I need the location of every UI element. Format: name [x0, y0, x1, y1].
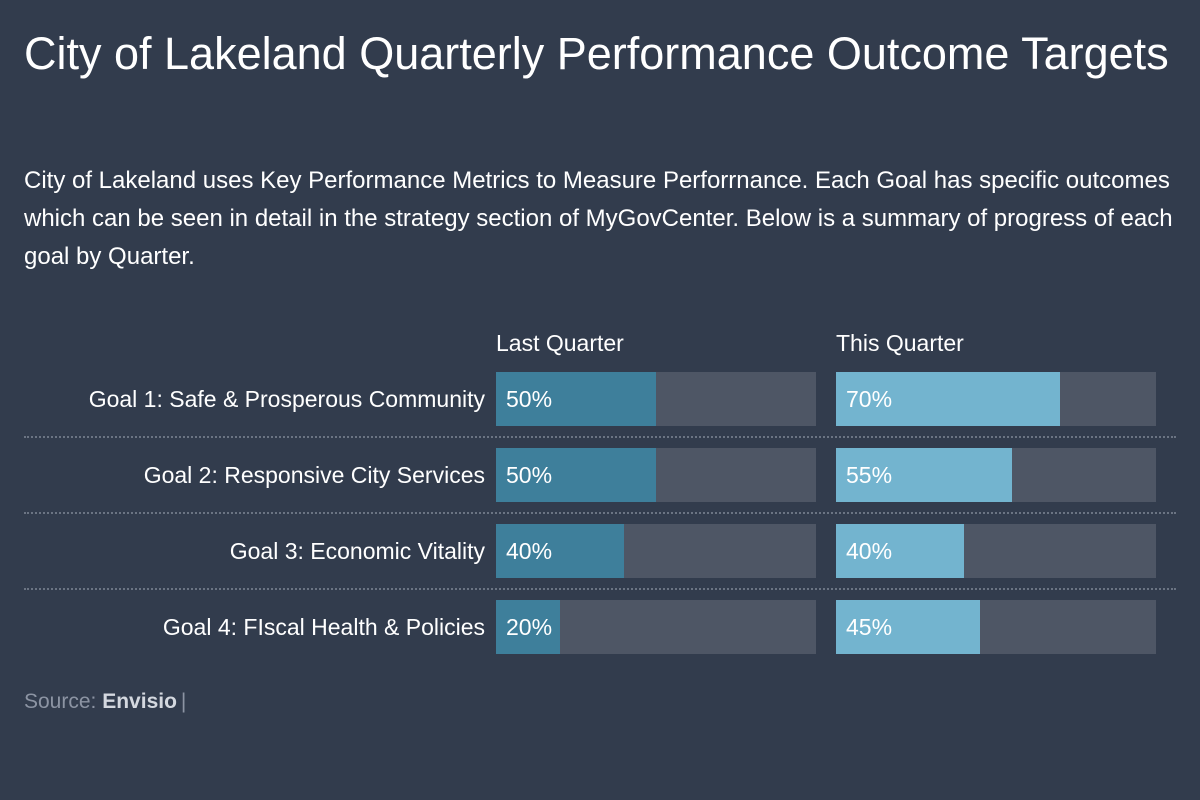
- source-label: Source:: [24, 690, 97, 713]
- source-footer: Source: Envisio |: [24, 688, 186, 716]
- last-quarter-bar[interactable]: [496, 600, 560, 654]
- this-quarter-track: 55%: [836, 448, 1156, 502]
- last-quarter-track: 50%: [496, 372, 816, 426]
- source-link[interactable]: Envisio: [102, 690, 177, 713]
- last-quarter-bar[interactable]: [496, 448, 656, 502]
- bar-value-label: 55%: [846, 462, 893, 488]
- category-label: Goal 4: FIscal Health & Policies: [162, 614, 485, 640]
- bar-value-label: 20%: [506, 614, 553, 640]
- last-quarter-track: 20%: [496, 600, 816, 654]
- bar-value-label: 40%: [846, 538, 893, 564]
- last-quarter-bar[interactable]: [496, 372, 656, 426]
- last-quarter-track: 50%: [496, 448, 816, 502]
- this-quarter-bar[interactable]: [836, 524, 964, 578]
- this-quarter-track: 70%: [836, 372, 1156, 426]
- category-label: Goal 3: Economic Vitality: [229, 538, 485, 564]
- bar-value-label: 40%: [506, 538, 553, 564]
- this-quarter-track: 40%: [836, 524, 1156, 578]
- chart-row: Goal 4: FIscal Health & Policies 20% 45%: [24, 600, 1176, 676]
- page-description: City of Lakeland uses Key Performance Me…: [24, 167, 1173, 270]
- source-separator: |: [180, 690, 187, 713]
- category-label: Goal 2: Responsive City Services: [143, 462, 485, 488]
- bar-value-label: 50%: [506, 386, 553, 412]
- bar-value-label: 70%: [846, 386, 893, 412]
- series-header-last-quarter: Last Quarter: [496, 330, 624, 356]
- chart-row: Goal 2: Responsive City Services 50% 55%: [24, 448, 1176, 524]
- this-quarter-track: 45%: [836, 600, 1156, 654]
- this-quarter-bar[interactable]: [836, 448, 1012, 502]
- series-header-this-quarter: This Quarter: [836, 330, 964, 356]
- bar-value-label: 50%: [506, 462, 553, 488]
- chart-row: Goal 1: Safe & Prosperous Community 50% 70…: [24, 372, 1176, 448]
- this-quarter-bar[interactable]: [836, 600, 980, 654]
- row-divider: [24, 436, 1176, 438]
- row-divider: [24, 588, 1176, 590]
- this-quarter-bar[interactable]: [836, 372, 1060, 426]
- bar-value-label: 45%: [846, 614, 893, 640]
- last-quarter-track: 40%: [496, 524, 816, 578]
- category-label: Goal 1: Safe & Prosperous Community: [88, 386, 485, 412]
- row-divider: [24, 512, 1176, 514]
- last-quarter-bar[interactable]: [496, 524, 624, 578]
- page-title: City of Lakeland Quarterly Performance O…: [24, 28, 1169, 79]
- chart-row: Goal 3: Economic Vitality 40% 40%: [24, 524, 1176, 600]
